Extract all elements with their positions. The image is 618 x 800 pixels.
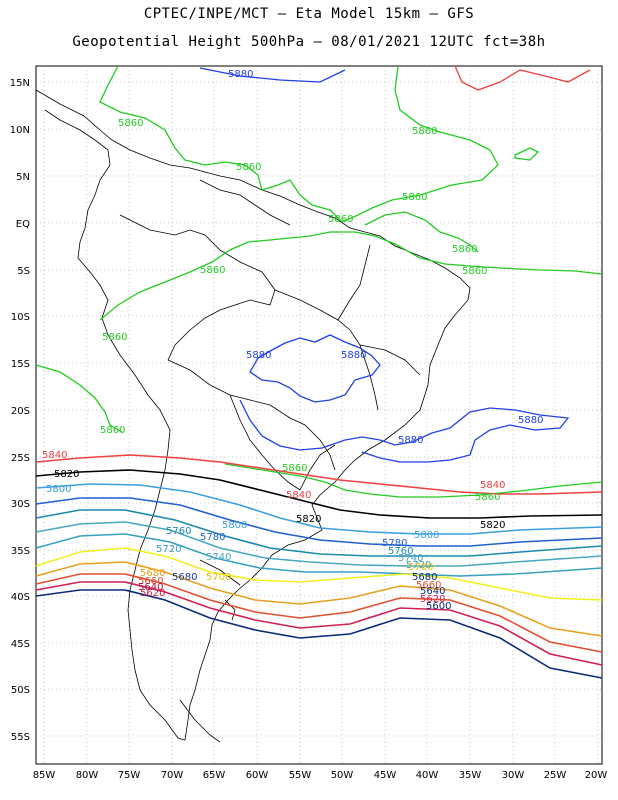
- lat-label: 20S: [11, 406, 30, 417]
- contour-labels: 5880 5860 5860 5860 5860 5860 5860 5860 …: [42, 69, 543, 612]
- contour-label: 5700: [206, 572, 231, 583]
- contour-label: 5880: [228, 69, 253, 80]
- contour-label: 5660: [138, 576, 163, 587]
- lon-label: 55W: [289, 770, 312, 781]
- lon-label: 30W: [502, 770, 525, 781]
- contour-label: 5640: [420, 586, 445, 597]
- contour-label: 5820: [54, 469, 79, 480]
- contour-label: 5860: [200, 265, 225, 276]
- longitude-labels: 85W 80W 75W 70W 65W 60W 55W 50W 45W 40W …: [33, 770, 608, 781]
- contour-label: 5860: [102, 332, 127, 343]
- contour-label: 5840: [42, 450, 67, 461]
- lat-label: 15N: [10, 78, 30, 89]
- contour-label: 5860: [100, 425, 125, 436]
- contour-label: 5620: [420, 594, 445, 605]
- lon-label: 50W: [331, 770, 354, 781]
- map-title: CPTEC/INPE/MCT – Eta Model 15km – GFS: [143, 6, 475, 22]
- contour-label: 5860: [475, 492, 500, 503]
- lat-label: 50S: [11, 685, 30, 696]
- contour-label: 5660: [416, 580, 441, 591]
- contour-label: 5820: [480, 520, 505, 531]
- lat-label: 5N: [16, 172, 30, 183]
- contour-5880-group: [199, 67, 570, 463]
- contour-label: 5880: [518, 415, 543, 426]
- lat-label: EQ: [16, 219, 30, 230]
- contour-label: 5860: [282, 463, 307, 474]
- contour-label: 5840: [480, 480, 505, 491]
- lon-label: 65W: [203, 770, 226, 781]
- lat-label: 25S: [11, 453, 30, 464]
- contour-label: 5680: [140, 568, 165, 579]
- lat-label: 30S: [11, 499, 30, 510]
- lat-label: 15S: [11, 359, 30, 370]
- lon-label: 80W: [76, 770, 99, 781]
- contour-label: 5860: [118, 118, 143, 129]
- lat-label: 45S: [11, 639, 30, 650]
- lon-label: 45W: [374, 770, 397, 781]
- lat-label: 35S: [11, 546, 30, 557]
- map-subtitle: Geopotential Height 500hPa – 08/01/2021 …: [72, 34, 546, 50]
- contour-label: 5740: [398, 553, 423, 564]
- lon-label: 75W: [118, 770, 141, 781]
- contour-label: 5600: [426, 601, 451, 612]
- lat-label: 40S: [11, 592, 30, 603]
- graticule: [36, 66, 602, 764]
- contour-label: 5860: [412, 126, 437, 137]
- contour-label: 5700: [408, 562, 433, 573]
- lat-label: 55S: [11, 732, 30, 743]
- contour-label: 5720: [156, 544, 181, 555]
- contour-label: 5840: [286, 490, 311, 501]
- lat-label: 5S: [17, 266, 30, 277]
- contour-label: 5740: [206, 552, 231, 563]
- lon-label: 70W: [161, 770, 184, 781]
- contour-label: 5680: [412, 572, 437, 583]
- contour-label: 5860: [452, 244, 477, 255]
- contour-label: 5820: [296, 514, 321, 525]
- lon-label: 35W: [459, 770, 482, 781]
- contour-label: 5680: [172, 572, 197, 583]
- contour-5840-top: [454, 65, 591, 91]
- latitude-labels: 15N 10N 5N EQ 5S 10S 15S 20S 25S 30S 35S…: [10, 78, 30, 743]
- contour-label: 5860: [328, 214, 353, 225]
- contour-label: 5760: [388, 546, 413, 557]
- contour-band-group: [35, 454, 603, 679]
- contour-label: 5800: [222, 520, 247, 531]
- contour-label: 5720: [406, 560, 431, 571]
- contour-5860-group: [35, 65, 603, 498]
- lon-label: 85W: [33, 770, 56, 781]
- contour-label: 5620: [140, 588, 165, 599]
- contour-label: 5860: [236, 162, 261, 173]
- contour-label: 5880: [398, 435, 423, 446]
- coastline: [35, 89, 471, 743]
- contour-label: 5880: [246, 350, 271, 361]
- contour-label: 5800: [46, 484, 71, 495]
- map-frame: [35, 65, 603, 765]
- contour-label: 5860: [462, 266, 487, 277]
- lon-label: 20W: [585, 770, 608, 781]
- contour-label: 5780: [200, 532, 225, 543]
- contour-label: 5640: [138, 582, 163, 593]
- contour-label: 5780: [382, 538, 407, 549]
- contour-label: 5860: [402, 192, 427, 203]
- contour-label: 5760: [166, 526, 191, 537]
- contour-label: 5800: [414, 530, 439, 541]
- lat-label: 10N: [10, 125, 30, 136]
- contour-label: 5880: [341, 350, 366, 361]
- lon-label: 25W: [544, 770, 567, 781]
- lon-label: 40W: [416, 770, 439, 781]
- lon-label: 60W: [246, 770, 269, 781]
- lat-label: 10S: [11, 312, 30, 323]
